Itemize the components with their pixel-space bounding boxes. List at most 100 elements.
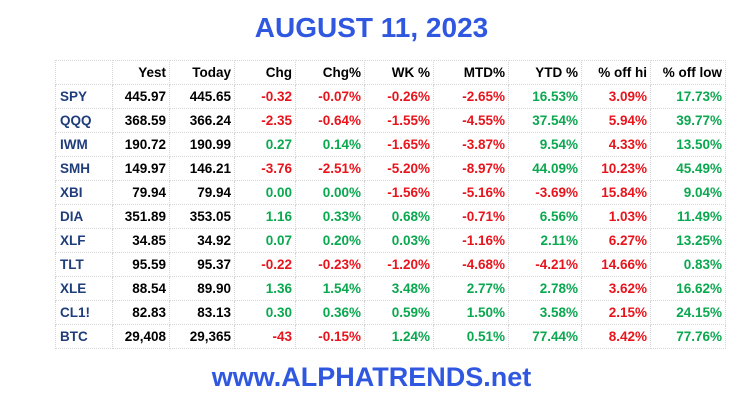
table-row: DIA 351.89 353.05 1.16 0.33% 0.68% -0.71% 6.56%… — [55, 204, 726, 229]
cell: -2.35 — [234, 108, 296, 133]
ticker: SPY — [55, 84, 113, 109]
table-row: BTC 29,408 29,365 -43 -0.15% 1.24% 0.51% 77.44%… — [55, 324, 726, 349]
cell: 1.50% — [433, 300, 509, 325]
ticker: DIA — [55, 204, 113, 229]
cell: 11.49% — [650, 204, 726, 229]
cell: -2.51% — [295, 156, 365, 181]
cell: -0.23% — [295, 252, 365, 277]
column-header: % off hi — [581, 60, 651, 85]
cell: 1.54% — [295, 276, 365, 301]
cell: -5.20% — [364, 156, 434, 181]
cell: 2.77% — [433, 276, 509, 301]
ticker: CL1! — [55, 300, 113, 325]
cell: 2.11% — [508, 228, 582, 253]
cell: 445.65 — [169, 84, 235, 109]
cell: 351.89 — [112, 204, 170, 229]
cell: 3.58% — [508, 300, 582, 325]
cell: 0.83% — [650, 252, 726, 277]
ticker: XBI — [55, 180, 113, 205]
cell: 0.59% — [364, 300, 434, 325]
column-header: Chg — [234, 60, 296, 85]
column-header: % off low — [650, 60, 726, 85]
cell: 9.04% — [650, 180, 726, 205]
table-row: CL1! 82.83 83.13 0.30 0.36% 0.59% 1.50% 3.58% 2.… — [55, 300, 726, 325]
cell: 88.54 — [112, 276, 170, 301]
ticker: XLE — [55, 276, 113, 301]
cell: 0.07 — [234, 228, 296, 253]
cell: 79.94 — [112, 180, 170, 205]
cell: -5.16% — [433, 180, 509, 205]
cell: 2.78% — [508, 276, 582, 301]
column-header: WK % — [364, 60, 434, 85]
cell: 3.48% — [364, 276, 434, 301]
cell: 190.99 — [169, 132, 235, 157]
cell: 0.27 — [234, 132, 296, 157]
cell: 14.66% — [581, 252, 651, 277]
cell: 9.54% — [508, 132, 582, 157]
cell: 2.15% — [581, 300, 651, 325]
cell: -0.71% — [433, 204, 509, 229]
cell: -0.15% — [295, 324, 365, 349]
column-header: MTD% — [433, 60, 509, 85]
header-row: Yest Today Chg Chg% WK % MTD% YTD %% off hi% o… — [55, 60, 726, 85]
cell: 1.36 — [234, 276, 296, 301]
table-row: SMH 149.97 146.21 -3.76 -2.51% -5.20% -8.97% 44… — [55, 156, 726, 181]
cell: -1.55% — [364, 108, 434, 133]
cell: 1.24% — [364, 324, 434, 349]
cell: 0.00% — [295, 180, 365, 205]
cell: 34.92 — [169, 228, 235, 253]
cell: 1.03% — [581, 204, 651, 229]
cell: 149.97 — [112, 156, 170, 181]
cell: -0.64% — [295, 108, 365, 133]
cell: -0.26% — [364, 84, 434, 109]
cell: -2.65% — [433, 84, 509, 109]
ticker: XLF — [55, 228, 113, 253]
cell: 34.85 — [112, 228, 170, 253]
cell: 0.30 — [234, 300, 296, 325]
table-row: XLF 34.85 34.92 0.07 0.20% 0.03% -1.16% 2.11% 6.… — [55, 228, 726, 253]
cell: 77.44% — [508, 324, 582, 349]
cell: 24.15% — [650, 300, 726, 325]
cell: 0.03% — [364, 228, 434, 253]
cell: -4.68% — [433, 252, 509, 277]
cell: 0.33% — [295, 204, 365, 229]
title: AUGUST 11, 2023 — [254, 12, 489, 43]
cell: -3.76 — [234, 156, 296, 181]
cell: 366.24 — [169, 108, 235, 133]
cell: 77.76% — [650, 324, 726, 349]
cell: 17.73% — [650, 84, 726, 109]
cell: 16.62% — [650, 276, 726, 301]
cell: 95.59 — [112, 252, 170, 277]
cell: 4.33% — [581, 132, 651, 157]
cell: -8.97% — [433, 156, 509, 181]
cell: -1.65% — [364, 132, 434, 157]
table-row: XBI 79.94 79.94 0.00 0.00% -1.56% -5.16% -3.69%… — [55, 180, 726, 205]
ticker: SMH — [55, 156, 113, 181]
column-header — [55, 60, 113, 85]
cell: 1.16 — [234, 204, 296, 229]
column-header: Today — [169, 60, 235, 85]
cell: -0.32 — [234, 84, 296, 109]
cell: 0.51% — [433, 324, 509, 349]
cell: 8.42% — [581, 324, 651, 349]
cell: -43 — [234, 324, 296, 349]
cell: 6.56% — [508, 204, 582, 229]
table: Yest Today Chg Chg% WK % MTD% YTD %% off hi% o… — [55, 60, 726, 349]
ticker: TLT — [55, 252, 113, 277]
ticker: BTC — [55, 324, 113, 349]
table-row: SPY 445.97 445.65 -0.32 -0.07% -0.26% -2.65% 16… — [55, 84, 726, 109]
ticker: QQQ — [55, 108, 113, 133]
cell: 79.94 — [169, 180, 235, 205]
cell: -1.20% — [364, 252, 434, 277]
cell: 82.83 — [112, 300, 170, 325]
footer: www.ALPHATRENDS.net — [211, 362, 532, 392]
cell: 0.00 — [234, 180, 296, 205]
table-row: TLT 95.59 95.37 -0.22 -0.23% -1.20% -4.68% -4.2… — [55, 252, 726, 277]
cell: -0.22 — [234, 252, 296, 277]
table-row: XLE 88.54 89.90 1.36 1.54% 3.48% 2.77% 2.78% 3.6… — [55, 276, 726, 301]
cell: 146.21 — [169, 156, 235, 181]
cell: -4.55% — [433, 108, 509, 133]
cell: 15.84% — [581, 180, 651, 205]
cell: 13.25% — [650, 228, 726, 253]
